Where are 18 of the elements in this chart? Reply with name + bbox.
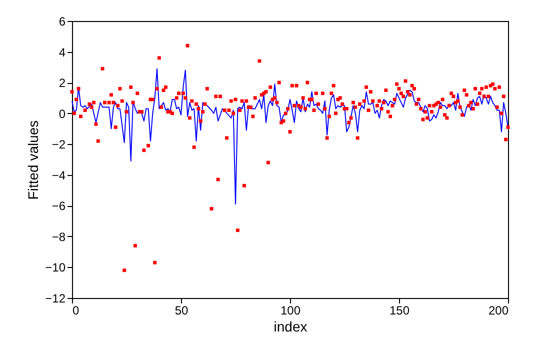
y-tick-label: 6 [58, 14, 66, 28]
x-tick-label: 100 [280, 304, 301, 318]
y-tick-label: −4 [52, 168, 66, 182]
x-tick-label: 50 [174, 304, 188, 318]
x-tick-label: 200 [488, 304, 509, 318]
y-axis-title: Fitted values [25, 120, 42, 200]
x-tick-label: 150 [389, 304, 410, 318]
y-tick-label: 0 [58, 106, 66, 121]
x-axis-title: index [274, 318, 308, 334]
y-tick-label: −8 [52, 230, 66, 244]
y-tick-label: −2 [52, 138, 66, 152]
y-tick-label: −6 [52, 199, 66, 214]
y-tick-label: −12 [45, 292, 66, 306]
line-series [72, 68, 508, 205]
y-tick-label: −10 [45, 260, 66, 275]
y-tick-label: 4 [58, 45, 66, 60]
x-tick-label: 0 [72, 304, 80, 318]
y-tick-label: 2 [58, 76, 66, 90]
